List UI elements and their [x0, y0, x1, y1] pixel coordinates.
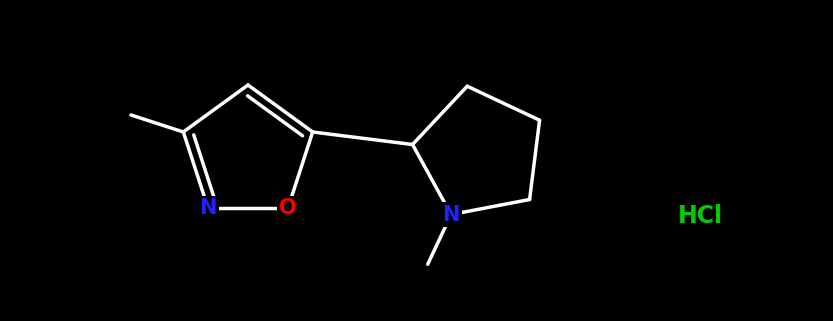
Text: O: O: [279, 198, 297, 218]
Text: N: N: [442, 204, 460, 225]
Text: HCl: HCl: [677, 204, 722, 228]
Text: N: N: [199, 198, 217, 218]
